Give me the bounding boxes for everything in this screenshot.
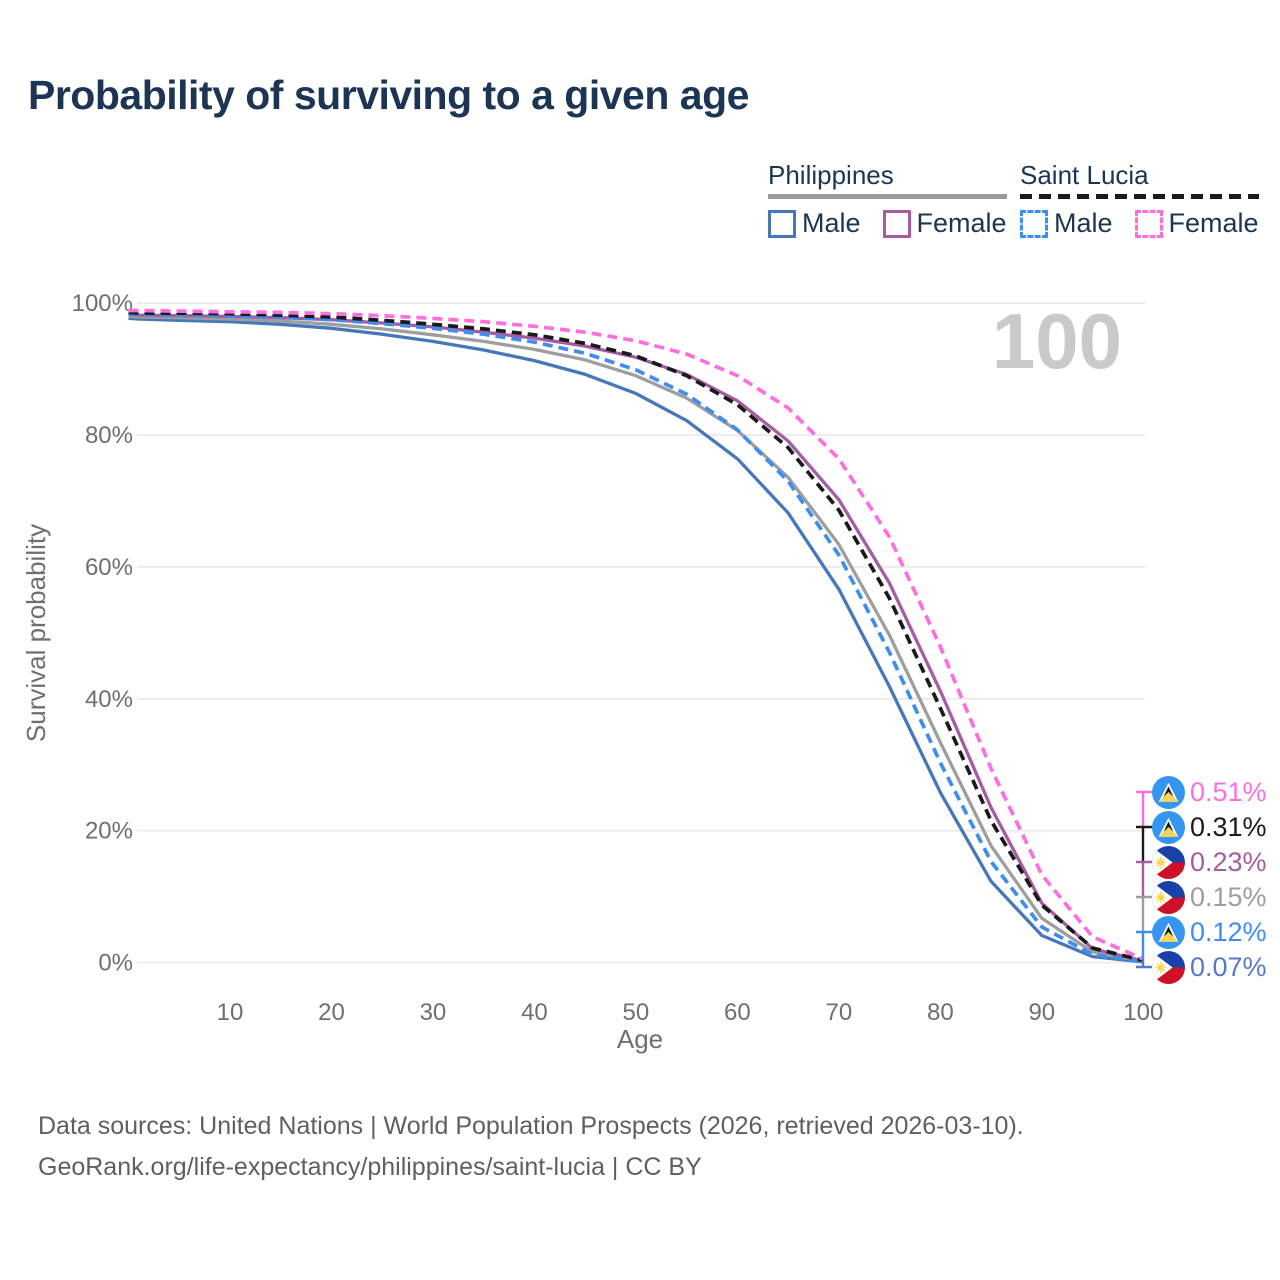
end-label-philippines-female: 0.23% <box>1152 846 1267 879</box>
legend-swatch-philippines-male <box>768 209 796 238</box>
y-tick-20%: 20% <box>85 818 133 845</box>
y-tick-labels: 0% 20% 40% 60% 80% 100% <box>72 290 133 976</box>
x-tick-90: 90 <box>1028 999 1055 1026</box>
end-label-philippines-total: 0.15% <box>1152 881 1267 914</box>
legend-header-saint-lucia[interactable]: Saint Lucia <box>1020 160 1149 190</box>
legend-label-philippines-male: Male <box>802 208 861 238</box>
end-label-value: 0.23% <box>1190 847 1267 877</box>
end-label-saint-lucia-female: 0.51% <box>1152 776 1267 809</box>
legend-label-saint-lucia-male: Male <box>1054 208 1113 238</box>
series-line-saint-lucia-female <box>128 308 1145 961</box>
series-line-saint-lucia-total <box>128 310 1144 963</box>
saint-lucia-flag-icon <box>1152 916 1185 949</box>
end-label-philippines-male: 0.07% <box>1152 951 1267 984</box>
end-label-value: 0.07% <box>1190 952 1267 982</box>
x-tick-10: 10 <box>217 999 244 1026</box>
philippines-flag-icon <box>1152 846 1185 879</box>
end-label-value: 0.51% <box>1190 777 1267 807</box>
end-label-value: 0.12% <box>1190 917 1267 947</box>
legend-header-philippines[interactable]: Philippines <box>768 160 894 190</box>
x-tick-20: 20 <box>318 999 345 1026</box>
x-tick-40: 40 <box>521 999 548 1026</box>
legend-label-saint-lucia-female: Female <box>1168 208 1259 238</box>
gridlines <box>137 302 1145 964</box>
saint-lucia-flag-icon <box>1152 776 1185 809</box>
legend-group-philippines: Philippines Male Female <box>768 160 1007 239</box>
series-line-philippines-total <box>128 314 1144 964</box>
series-line-philippines-female <box>128 312 1144 963</box>
y-tick-0%: 0% <box>98 950 133 977</box>
legend-item-saint-lucia-female[interactable]: Female <box>1134 208 1259 239</box>
x-tick-60: 60 <box>724 999 751 1026</box>
legend-items-philippines: Male Female <box>768 208 1007 239</box>
end-label-saint-lucia-total: 0.31% <box>1152 811 1267 844</box>
legend-item-saint-lucia-male[interactable]: Male <box>1020 208 1113 239</box>
legend-underline-philippines <box>768 194 1007 199</box>
series-line-philippines-male <box>128 316 1144 964</box>
series-lines <box>128 308 1145 964</box>
end-label-value: 0.15% <box>1190 882 1267 912</box>
leader-lines <box>1136 790 1153 969</box>
philippines-flag-icon <box>1152 881 1185 914</box>
x-tick-100: 100 <box>1123 999 1163 1026</box>
x-tick-50: 50 <box>623 999 650 1026</box>
x-tick-30: 30 <box>420 999 447 1026</box>
philippines-flag-icon <box>1152 951 1185 984</box>
legend-swatch-saint-lucia-male <box>1020 209 1048 238</box>
y-axis-title: Survival probability <box>21 524 51 742</box>
legend-swatch-saint-lucia-female <box>1134 209 1163 238</box>
legend-item-philippines-female[interactable]: Female <box>882 208 1007 239</box>
legend-label-philippines-female: Female <box>916 208 1007 238</box>
legend-swatch-philippines-female <box>882 209 911 238</box>
saint-lucia-flag-icon <box>1152 811 1185 844</box>
footer-data-sources: Data sources: United Nations | World Pop… <box>38 1112 1024 1140</box>
x-tick-70: 70 <box>826 999 853 1026</box>
y-tick-60%: 60% <box>85 554 133 581</box>
legend-underline-saint-lucia <box>1020 194 1259 199</box>
legend-item-philippines-male[interactable]: Male <box>768 208 861 239</box>
chart-watermark: 100 <box>992 297 1122 385</box>
end-label-saint-lucia-male: 0.12% <box>1152 916 1267 949</box>
series-line-saint-lucia-male <box>128 311 1144 964</box>
page-title: Probability of surviving to a given age <box>28 72 749 118</box>
end-label-value: 0.31% <box>1190 812 1267 842</box>
footer: Data sources: United Nations | World Pop… <box>38 1106 1024 1188</box>
legend-group-saint-lucia: Saint Lucia Male Female <box>1020 160 1259 239</box>
x-tick-labels: 10 20 30 40 50 60 70 80 90 100 <box>217 999 1164 1026</box>
y-tick-80%: 80% <box>85 422 133 449</box>
legend-items-saint-lucia: Male Female <box>1020 208 1259 239</box>
x-tick-80: 80 <box>927 999 954 1026</box>
y-tick-100%: 100% <box>72 290 133 317</box>
footer-attribution: GeoRank.org/life-expectancy/philippines/… <box>38 1153 702 1181</box>
y-tick-40%: 40% <box>85 686 133 713</box>
x-axis-title: Age <box>617 1024 663 1054</box>
